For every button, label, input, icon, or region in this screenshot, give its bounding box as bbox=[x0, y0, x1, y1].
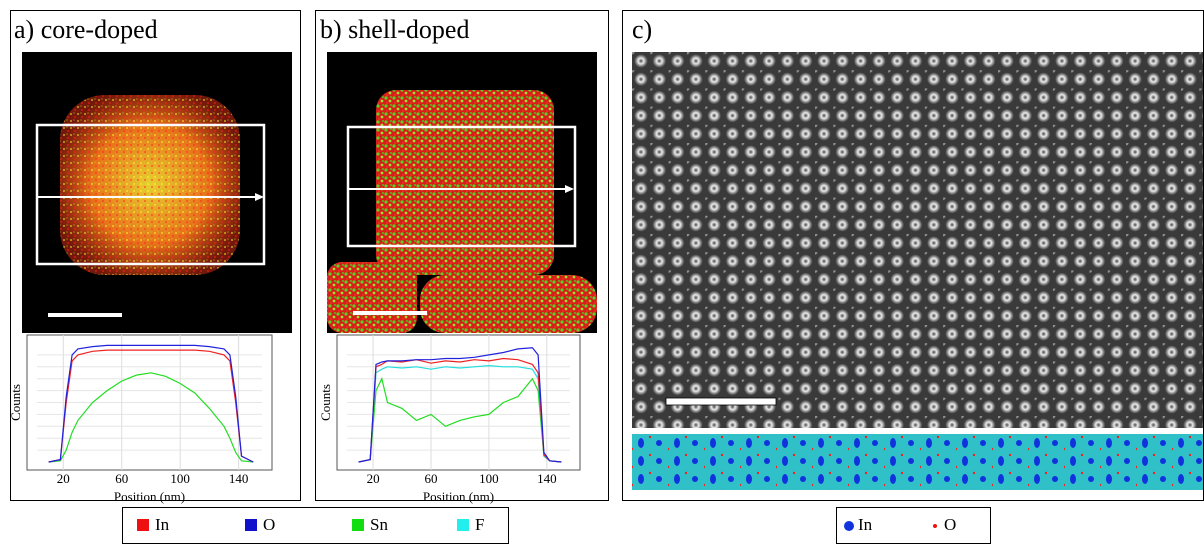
panel-label: a) core-doped bbox=[14, 15, 158, 44]
legend-label: In bbox=[858, 515, 873, 534]
x-tick-label: 20 bbox=[367, 471, 380, 486]
x-tick-label: 20 bbox=[57, 471, 70, 486]
y-axis-label: Counts bbox=[8, 384, 23, 421]
legend-swatch bbox=[137, 519, 149, 531]
line-plot: 20 60 100 140 Position (nm) Counts bbox=[318, 335, 580, 504]
x-tick-label: 140 bbox=[229, 471, 249, 486]
legend-swatch bbox=[933, 524, 937, 528]
legend-label: In bbox=[155, 515, 170, 534]
legend-swatch bbox=[844, 521, 854, 531]
legend-label: O bbox=[944, 515, 956, 534]
legend-label: Sn bbox=[370, 515, 388, 534]
legend-swatch bbox=[352, 519, 364, 531]
legend-frame bbox=[123, 508, 509, 544]
legend-swatch bbox=[457, 519, 469, 531]
x-tick-label: 60 bbox=[115, 471, 128, 486]
x-axis-label: Position (nm) bbox=[423, 489, 494, 504]
legend-swatch bbox=[245, 519, 257, 531]
x-tick-label: 140 bbox=[537, 471, 557, 486]
y-axis-label: Counts bbox=[318, 384, 333, 421]
panel-label: b) shell-doped bbox=[320, 15, 469, 44]
x-axis-label: Position (nm) bbox=[114, 489, 185, 504]
stem-image bbox=[632, 52, 1203, 490]
figure: a) core-doped b) shell-doped c) 20 60 100 1… bbox=[0, 0, 1204, 544]
x-tick-label: 100 bbox=[170, 471, 190, 486]
eds-map bbox=[22, 52, 292, 333]
legends: In O Sn F In O bbox=[137, 515, 956, 534]
x-tick-label: 100 bbox=[479, 471, 499, 486]
legend-label: F bbox=[475, 515, 484, 534]
x-tick-label: 60 bbox=[424, 471, 437, 486]
eds-map bbox=[327, 52, 597, 333]
panel-label: c) bbox=[632, 15, 652, 44]
legend-label: O bbox=[263, 515, 275, 534]
line-plot: 20 60 100 140 Position (nm) Counts bbox=[8, 335, 272, 504]
